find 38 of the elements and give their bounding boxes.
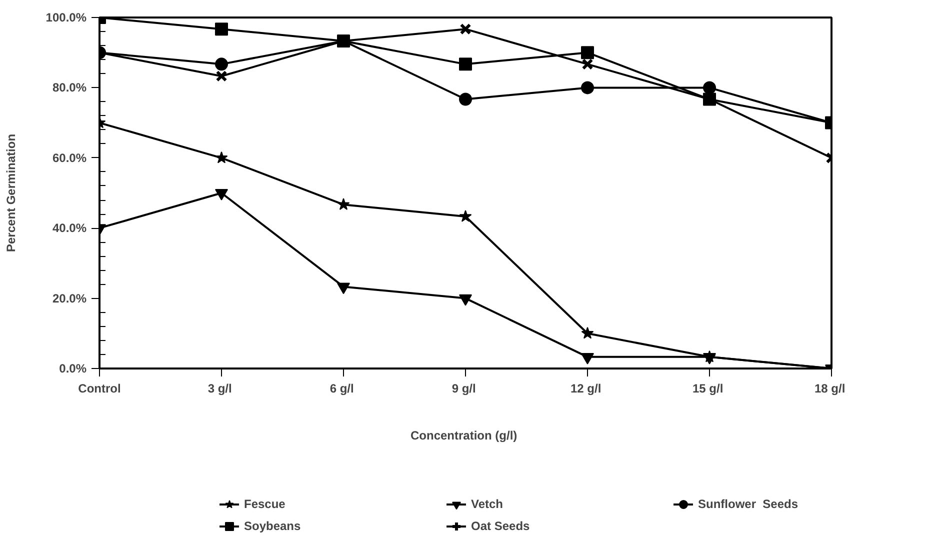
point [581, 352, 594, 364]
point [459, 58, 472, 71]
legend-label: Sunflower Seeds [698, 497, 800, 511]
y-tick-label: 20.0% [52, 291, 87, 306]
point [459, 294, 472, 306]
x-tick-label: 15 g/l [692, 382, 724, 396]
point [703, 81, 716, 94]
point [337, 282, 350, 294]
point [459, 210, 472, 222]
point [215, 189, 228, 200]
x-axis-title: Concentration (g/l) [410, 428, 518, 442]
legend-label: Soybeans [244, 519, 302, 533]
point [460, 23, 472, 35]
point [582, 58, 594, 70]
y-tick-label: 60.0% [52, 150, 87, 165]
legend-label: Vetch [471, 497, 504, 511]
x-tick-label: 9 g/l [452, 382, 476, 396]
point [216, 70, 228, 82]
point [215, 22, 228, 36]
point [215, 58, 228, 71]
x-tick-label: 12 g/l [570, 382, 602, 396]
point [459, 92, 472, 106]
x-tick-label: 6 g/l [330, 382, 354, 396]
y-tick-label: 80.0% [52, 80, 87, 95]
y-tick-label: 100.0% [46, 10, 87, 24]
point [337, 198, 350, 210]
point [215, 151, 228, 164]
legend-label: Fescue [244, 497, 286, 511]
legend-label: Oat Seeds [471, 519, 531, 533]
x-tick-label: Control [78, 382, 121, 396]
y-axis-title: Percent Germination [4, 134, 18, 252]
y-tick-label: 40.0% [52, 221, 87, 236]
point [703, 352, 716, 364]
y-tick-label: 0.0% [59, 362, 87, 376]
point [581, 46, 594, 60]
x-tick-label: 3 g/l [208, 382, 232, 396]
x-tick-label: 18 g/l [814, 382, 846, 396]
point [581, 81, 594, 94]
